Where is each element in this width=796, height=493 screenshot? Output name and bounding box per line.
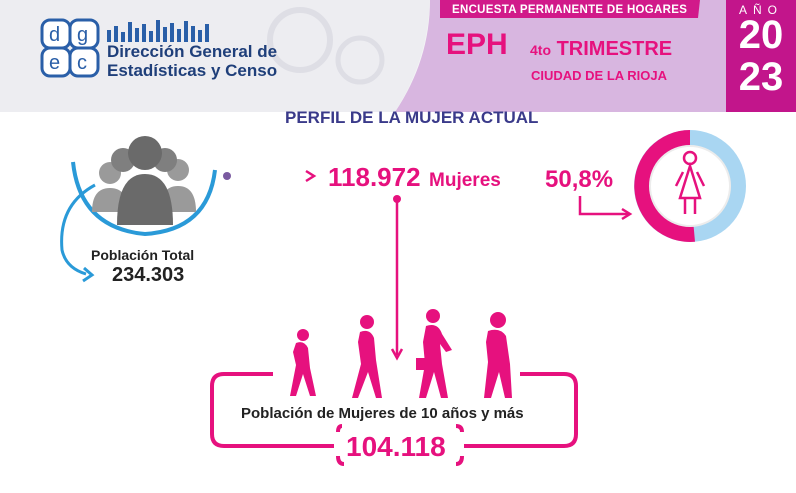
quarter-word: TRIMESTRE xyxy=(556,38,673,60)
organization-line2: Estadísticas y Censo xyxy=(107,61,278,80)
women-percent: 50,8% xyxy=(545,166,614,193)
total-arrow-icon xyxy=(82,266,95,283)
header-background xyxy=(0,0,726,112)
total-connector xyxy=(60,183,96,276)
women-arrow-icon xyxy=(305,169,317,183)
year-box: AÑO 20 23 xyxy=(726,0,796,112)
svg-text:g: g xyxy=(77,24,88,46)
women10-value: 104.118 xyxy=(346,431,446,462)
svg-text:d: d xyxy=(49,24,60,46)
header-band: d g e c Dirección General de Estadística… xyxy=(0,0,796,112)
quarter-prefix: 4to xyxy=(530,42,551,58)
page-title: PERFIL DE LA MUJER ACTUAL xyxy=(285,108,539,127)
svg-text:e: e xyxy=(49,52,60,74)
svg-text:c: c xyxy=(77,52,87,74)
women-count: 118.972 Mujeres xyxy=(328,162,501,193)
year-bottom: 23 xyxy=(738,55,784,99)
woman-icon xyxy=(674,150,706,214)
logo-bars xyxy=(107,20,209,42)
total-population-value: 234.303 xyxy=(112,264,185,286)
year-label: AÑO xyxy=(738,3,783,17)
women-count-label: Mujeres xyxy=(429,170,501,191)
survey-name: ENCUESTA PERMANENTE DE HOGARES xyxy=(452,4,688,16)
quarter: 4to TRIMESTRE xyxy=(530,38,672,61)
people-group-icon xyxy=(71,136,217,237)
walking-women-icon xyxy=(290,309,512,398)
city-name: CIUDAD DE LA RIOJA xyxy=(531,68,668,83)
percent-connector xyxy=(578,196,628,216)
down-arrow-icon xyxy=(390,348,404,361)
year-top: 20 xyxy=(738,13,784,57)
total-population-label: Población Total xyxy=(91,247,195,263)
organization-name: Dirección General de Estadísticas y Cens… xyxy=(107,42,277,80)
organization-line1: Dirección General de xyxy=(107,42,278,61)
women10-label: Población de Mujeres de 10 años y más xyxy=(241,405,524,422)
percent-donut xyxy=(634,130,746,242)
percent-arrow-icon xyxy=(621,207,633,221)
women-count-value: 118.972 xyxy=(328,162,421,192)
women10-frame xyxy=(210,372,578,466)
program-name: EPH xyxy=(446,28,508,61)
logo-icon: d g e c xyxy=(40,18,100,78)
